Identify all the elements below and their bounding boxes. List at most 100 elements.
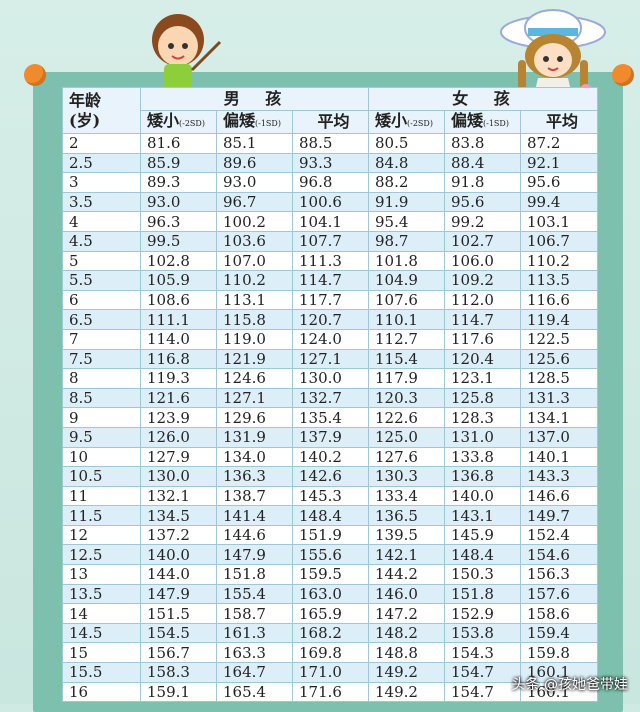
height-cell: 85.1 — [216, 133, 293, 154]
height-cell: 88.4 — [444, 152, 521, 174]
height-cell: 96.3 — [140, 211, 217, 232]
height-cell: 136.5 — [368, 505, 445, 526]
height-cell: 93.3 — [292, 152, 369, 174]
table-row: 4.5 99.5 103.6 107.7 98.7 102.7 106.7 — [62, 230, 598, 252]
height-cell: 168.2 — [292, 622, 369, 644]
height-cell: 120.7 — [292, 309, 369, 330]
height-cell: 154.3 — [444, 642, 521, 664]
col-label: 矮小 — [375, 110, 408, 130]
height-cell: 124.0 — [292, 328, 369, 350]
col-note: (-1SD) — [255, 118, 281, 128]
height-cell: 112.0 — [444, 289, 521, 311]
table-row: 14.5 154.5 161.3 168.2 148.2 153.8 159.4 — [62, 622, 598, 644]
height-cell: 109.2 — [444, 270, 521, 291]
age-cell: 10 — [62, 446, 141, 468]
height-cell: 130.0 — [292, 368, 369, 389]
height-cell: 91.9 — [368, 191, 445, 213]
age-cell: 3.5 — [62, 191, 141, 213]
height-cell: 104.9 — [368, 270, 445, 291]
height-cell: 96.7 — [216, 191, 293, 213]
height-cell: 116.6 — [520, 289, 598, 311]
height-cell: 150.3 — [444, 564, 521, 585]
height-cell: 121.6 — [140, 387, 217, 409]
height-cell: 140.2 — [292, 446, 369, 468]
height-cell: 119.3 — [140, 368, 217, 389]
height-cell: 113.1 — [216, 289, 293, 311]
height-cell: 80.5 — [368, 133, 445, 154]
height-cell: 129.6 — [216, 407, 293, 428]
height-cell: 144.6 — [216, 524, 293, 546]
height-cell: 154.7 — [444, 662, 521, 683]
height-cell: 89.3 — [140, 172, 217, 193]
girl-short-header: 矮小(-2SD) — [368, 110, 445, 134]
age-cell: 5.5 — [62, 270, 141, 291]
table-row: 9 123.9 129.6 135.4 122.6 128.3 134.1 — [62, 407, 598, 428]
height-cell: 108.6 — [140, 289, 217, 311]
height-cell: 117.9 — [368, 368, 445, 389]
height-cell: 124.6 — [216, 368, 293, 389]
height-cell: 127.1 — [216, 387, 293, 409]
girl-avg-header: 平均 — [520, 110, 598, 134]
height-cell: 149.2 — [368, 662, 445, 683]
height-cell: 112.7 — [368, 328, 445, 350]
height-cell: 132.7 — [292, 387, 369, 409]
height-cell: 125.6 — [520, 348, 598, 370]
height-cell: 83.8 — [444, 133, 521, 154]
age-header: 年龄 (岁) — [62, 87, 141, 134]
height-cell: 137.2 — [140, 524, 217, 546]
height-cell: 151.8 — [216, 564, 293, 585]
boy-low-header: 偏矮(-1SD) — [216, 110, 293, 134]
height-cell: 123.1 — [444, 368, 521, 389]
height-cell: 107.0 — [216, 250, 293, 272]
height-cell: 145.9 — [444, 524, 521, 546]
table-row: 9.5 126.0 131.9 137.9 125.0 131.0 137.0 — [62, 426, 598, 448]
table-row: 13 144.0 151.8 159.5 144.2 150.3 156.3 — [62, 564, 598, 585]
age-cell: 15.5 — [62, 662, 141, 683]
col-label: 偏矮 — [451, 110, 484, 130]
height-cell: 165.4 — [216, 681, 293, 703]
height-cell: 100.6 — [292, 191, 369, 213]
age-cell: 9 — [62, 407, 141, 428]
height-cell: 153.8 — [444, 622, 521, 644]
height-cell: 145.3 — [292, 485, 369, 507]
height-cell: 111.1 — [140, 309, 217, 330]
girl-illustration — [500, 9, 606, 104]
height-cell: 163.3 — [216, 642, 293, 664]
height-cell: 88.2 — [368, 172, 445, 193]
age-cell: 5 — [62, 250, 141, 272]
height-cell: 103.1 — [520, 211, 598, 232]
table-row: 6 108.6 113.1 117.7 107.6 112.0 116.6 — [62, 289, 598, 311]
height-cell: 159.4 — [520, 622, 598, 644]
height-cell: 119.0 — [216, 328, 293, 350]
height-cell: 117.6 — [444, 328, 521, 350]
table-row: 11 132.1 138.7 145.3 133.4 140.0 146.6 — [62, 485, 598, 507]
height-cell: 154.6 — [520, 544, 598, 566]
table-row: 15 156.7 163.3 169.8 148.8 154.3 159.8 — [62, 642, 598, 664]
height-cell: 114.0 — [140, 328, 217, 350]
height-cell: 161.3 — [216, 622, 293, 644]
height-cell: 110.2 — [520, 250, 598, 272]
height-cell: 147.2 — [368, 603, 445, 624]
height-cell: 144.2 — [368, 564, 445, 585]
height-cell: 106.7 — [520, 230, 598, 252]
height-cell: 137.0 — [520, 426, 598, 448]
height-cell: 96.8 — [292, 172, 369, 193]
height-cell: 113.5 — [520, 270, 598, 291]
height-cell: 143.1 — [444, 505, 521, 526]
height-cell: 117.7 — [292, 289, 369, 311]
height-cell: 122.6 — [368, 407, 445, 428]
height-cell: 105.9 — [140, 270, 217, 291]
height-cell: 114.7 — [292, 270, 369, 291]
height-cell: 102.7 — [444, 230, 521, 252]
height-cell: 85.9 — [140, 152, 217, 174]
height-cell: 142.1 — [368, 544, 445, 566]
col-note: (-2SD) — [407, 118, 433, 128]
height-cell: 148.2 — [368, 622, 445, 644]
height-cell: 152.9 — [444, 603, 521, 624]
girl-low-header: 偏矮(-1SD) — [444, 110, 521, 134]
height-cell: 95.6 — [520, 172, 598, 193]
table-row: 7.5 116.8 121.9 127.1 115.4 120.4 125.6 — [62, 348, 598, 370]
height-cell: 148.8 — [368, 642, 445, 664]
boy-group-header: 男 孩 — [140, 87, 369, 111]
table-row: 11.5 134.5 141.4 148.4 136.5 143.1 149.7 — [62, 505, 598, 526]
